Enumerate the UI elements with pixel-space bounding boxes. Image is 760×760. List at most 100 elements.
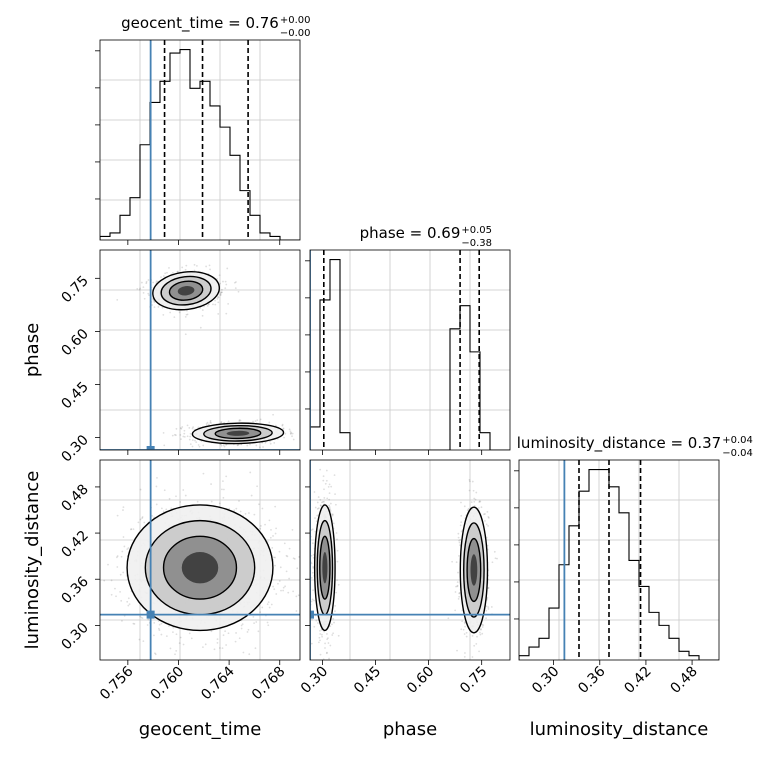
hist-bar — [480, 433, 490, 450]
sample-point — [248, 512, 250, 514]
x-axis-label-luminosity_distance: luminosity_distance — [530, 719, 709, 740]
hist-bar — [519, 656, 529, 660]
sample-point — [485, 609, 488, 612]
sample-point — [475, 642, 478, 645]
hist-bar — [669, 638, 679, 660]
title-lower-error: −0.04 — [722, 448, 753, 459]
sample-point — [334, 503, 337, 506]
hist-bar — [220, 127, 230, 240]
sample-point — [166, 271, 168, 274]
sample-point — [175, 633, 178, 636]
sample-point — [459, 544, 461, 547]
sample-point — [210, 422, 212, 424]
sample-point — [474, 498, 477, 501]
sample-point — [490, 606, 493, 608]
sample-point — [487, 606, 490, 609]
sample-point — [143, 297, 146, 300]
sample-point — [331, 514, 334, 517]
hist-bar — [110, 233, 120, 240]
sample-point — [202, 646, 204, 649]
sample-point — [103, 579, 106, 582]
sample-point — [240, 627, 243, 630]
title-label: phase = 0.69 — [360, 224, 461, 242]
sample-point — [479, 500, 482, 503]
sample-point — [458, 554, 460, 557]
sample-point — [254, 647, 257, 650]
sample-point — [218, 274, 221, 277]
sample-point — [327, 485, 330, 488]
density-content — [100, 250, 300, 450]
title-upper-error: +0.05 — [461, 225, 492, 236]
sample-point — [268, 519, 271, 522]
sample-point — [148, 294, 150, 297]
sample-point — [189, 435, 192, 438]
sample-point — [179, 636, 182, 639]
sample-point — [288, 547, 291, 550]
sample-point — [459, 538, 462, 541]
sample-point — [147, 279, 150, 281]
sample-point — [282, 427, 285, 430]
sample-point — [337, 583, 340, 586]
hist-content-phase — [310, 250, 510, 450]
sample-point — [291, 432, 294, 435]
sample-point — [310, 576, 313, 579]
sample-point — [256, 485, 259, 488]
sample-point — [273, 556, 275, 559]
x-tick-label: 0.30 — [298, 664, 331, 697]
sample-point — [238, 419, 241, 421]
hist-bar — [170, 53, 180, 240]
sample-point — [220, 421, 222, 424]
hist-bar — [569, 526, 579, 660]
sample-point — [115, 595, 117, 598]
sample-point — [473, 505, 476, 507]
sample-point — [227, 303, 230, 305]
sample-point — [136, 287, 139, 290]
sample-point — [226, 267, 229, 270]
sample-point — [274, 564, 276, 567]
sample-point — [218, 502, 221, 505]
sample-point — [212, 303, 214, 306]
sample-point — [184, 494, 187, 497]
sample-point — [463, 633, 466, 635]
sample-point — [252, 615, 255, 618]
sample-point — [481, 626, 484, 628]
hist-bar — [260, 233, 270, 240]
sample-point — [160, 507, 163, 510]
hist-content-geocent_time — [100, 40, 300, 240]
sample-point — [487, 587, 490, 590]
sample-point — [259, 611, 262, 614]
sample-point — [256, 419, 259, 422]
sample-point — [185, 313, 188, 316]
sample-point — [162, 432, 165, 434]
sample-point — [328, 504, 331, 507]
sample-point — [201, 314, 204, 317]
sample-point — [310, 562, 313, 565]
sample-point — [464, 625, 466, 628]
sample-point — [456, 585, 459, 588]
sample-point — [127, 547, 130, 549]
sample-point — [317, 507, 320, 510]
panel-frame — [309, 459, 511, 661]
sample-point — [165, 508, 168, 511]
sample-point — [284, 585, 286, 588]
x-tick-label: 0.764 — [198, 663, 238, 703]
sample-point — [280, 589, 282, 592]
sample-point — [313, 625, 316, 628]
x-tick-label: 0.60 — [404, 664, 437, 697]
sample-point — [322, 479, 325, 482]
sample-point — [162, 314, 165, 316]
sample-point — [213, 648, 216, 651]
sample-point — [480, 627, 482, 630]
sample-point — [319, 504, 322, 507]
sample-point — [455, 561, 458, 564]
sample-point — [217, 296, 220, 299]
sample-point — [223, 445, 226, 448]
sample-point — [478, 631, 481, 634]
y-tick-label: 0.48 — [58, 481, 91, 514]
sample-point — [219, 294, 222, 297]
sample-point — [314, 506, 317, 509]
sample-point — [147, 618, 150, 621]
sample-point — [288, 428, 291, 431]
sample-point — [225, 283, 228, 286]
